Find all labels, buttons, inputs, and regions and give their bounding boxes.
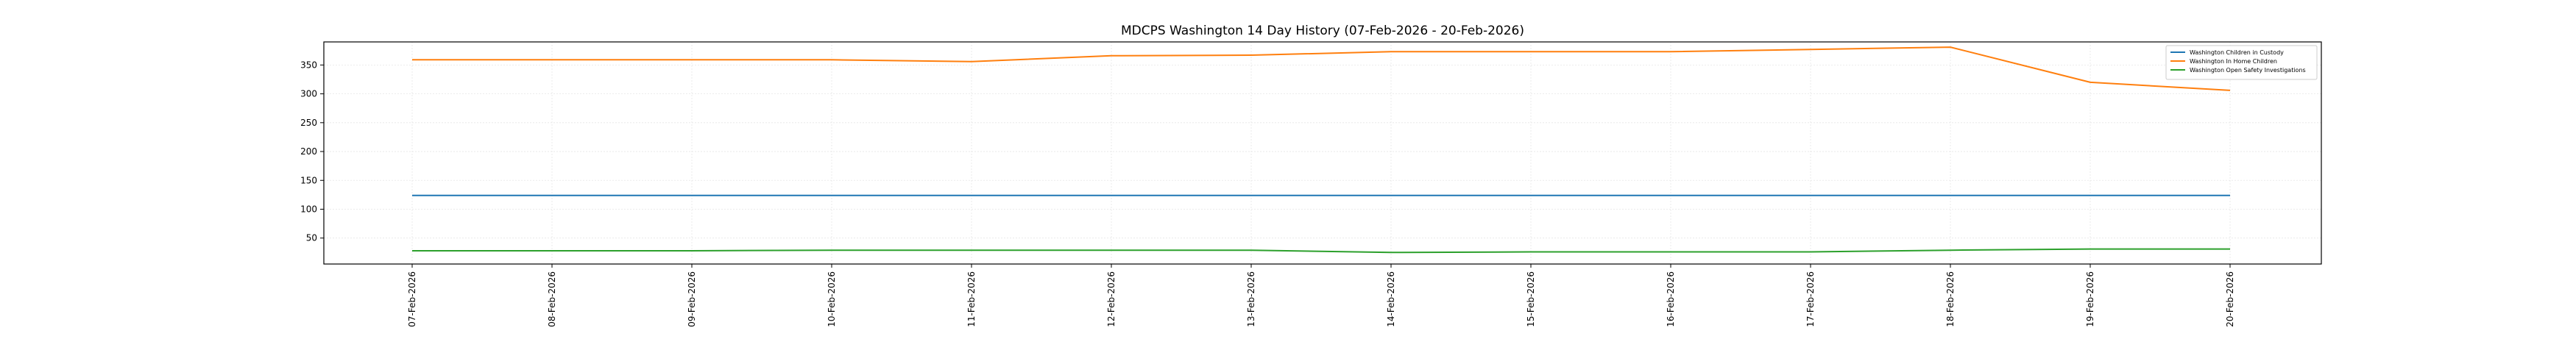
series-line — [412, 46, 2231, 91]
legend-box — [2165, 45, 2318, 80]
x-tick-label: 07-Feb-2026 — [407, 271, 417, 327]
legend: Washington Children in Custody Washington… — [2165, 45, 2318, 80]
x-tick-label: 20-Feb-2026 — [2225, 271, 2235, 327]
plot-area — [323, 41, 2322, 265]
y-tick-label: 250 — [300, 118, 317, 128]
series-line — [412, 248, 2230, 254]
x-tick-label: 15-Feb-2026 — [1526, 271, 1536, 327]
series-lines — [412, 46, 2231, 254]
x-tick-label: 17-Feb-2026 — [1805, 271, 1816, 327]
x-tick-label: 10-Feb-2026 — [827, 271, 837, 327]
x-tick-label: 16-Feb-2026 — [1666, 271, 1676, 327]
x-tick-label: 14-Feb-2026 — [1386, 271, 1396, 327]
grid-lines — [324, 42, 2321, 264]
y-tick-label: 200 — [300, 146, 317, 157]
x-tick-label: 09-Feb-2026 — [687, 271, 697, 327]
x-tick-label: 18-Feb-2026 — [1945, 271, 1956, 327]
legend-label: Washington Open Safety Investigations — [2190, 67, 2306, 74]
legend-label: Washington In Home Children — [2190, 58, 2277, 65]
x-tick-label: 19-Feb-2026 — [2085, 271, 2095, 327]
x-tick-label: 11-Feb-2026 — [966, 271, 977, 327]
y-tick-label: 100 — [300, 204, 317, 214]
x-tick-label: 08-Feb-2026 — [547, 271, 557, 327]
y-tick-label: 150 — [300, 175, 317, 185]
x-axis: 07-Feb-2026 08-Feb-2026 09-Feb-2026 10-Feb-… — [407, 264, 2235, 327]
x-tick-label: 12-Feb-2026 — [1106, 271, 1117, 327]
y-axis: 50 100 150 200 250 300 350 — [300, 60, 324, 243]
chart-title: MDCPS Washington 14 Day History (07-Feb-… — [1121, 24, 1524, 38]
y-tick-label: 300 — [300, 89, 317, 99]
x-tick-label: 13-Feb-2026 — [1246, 271, 1256, 327]
y-tick-label: 50 — [306, 233, 317, 243]
y-tick-label: 350 — [300, 60, 317, 70]
legend-label: Washington Children in Custody — [2190, 49, 2284, 56]
